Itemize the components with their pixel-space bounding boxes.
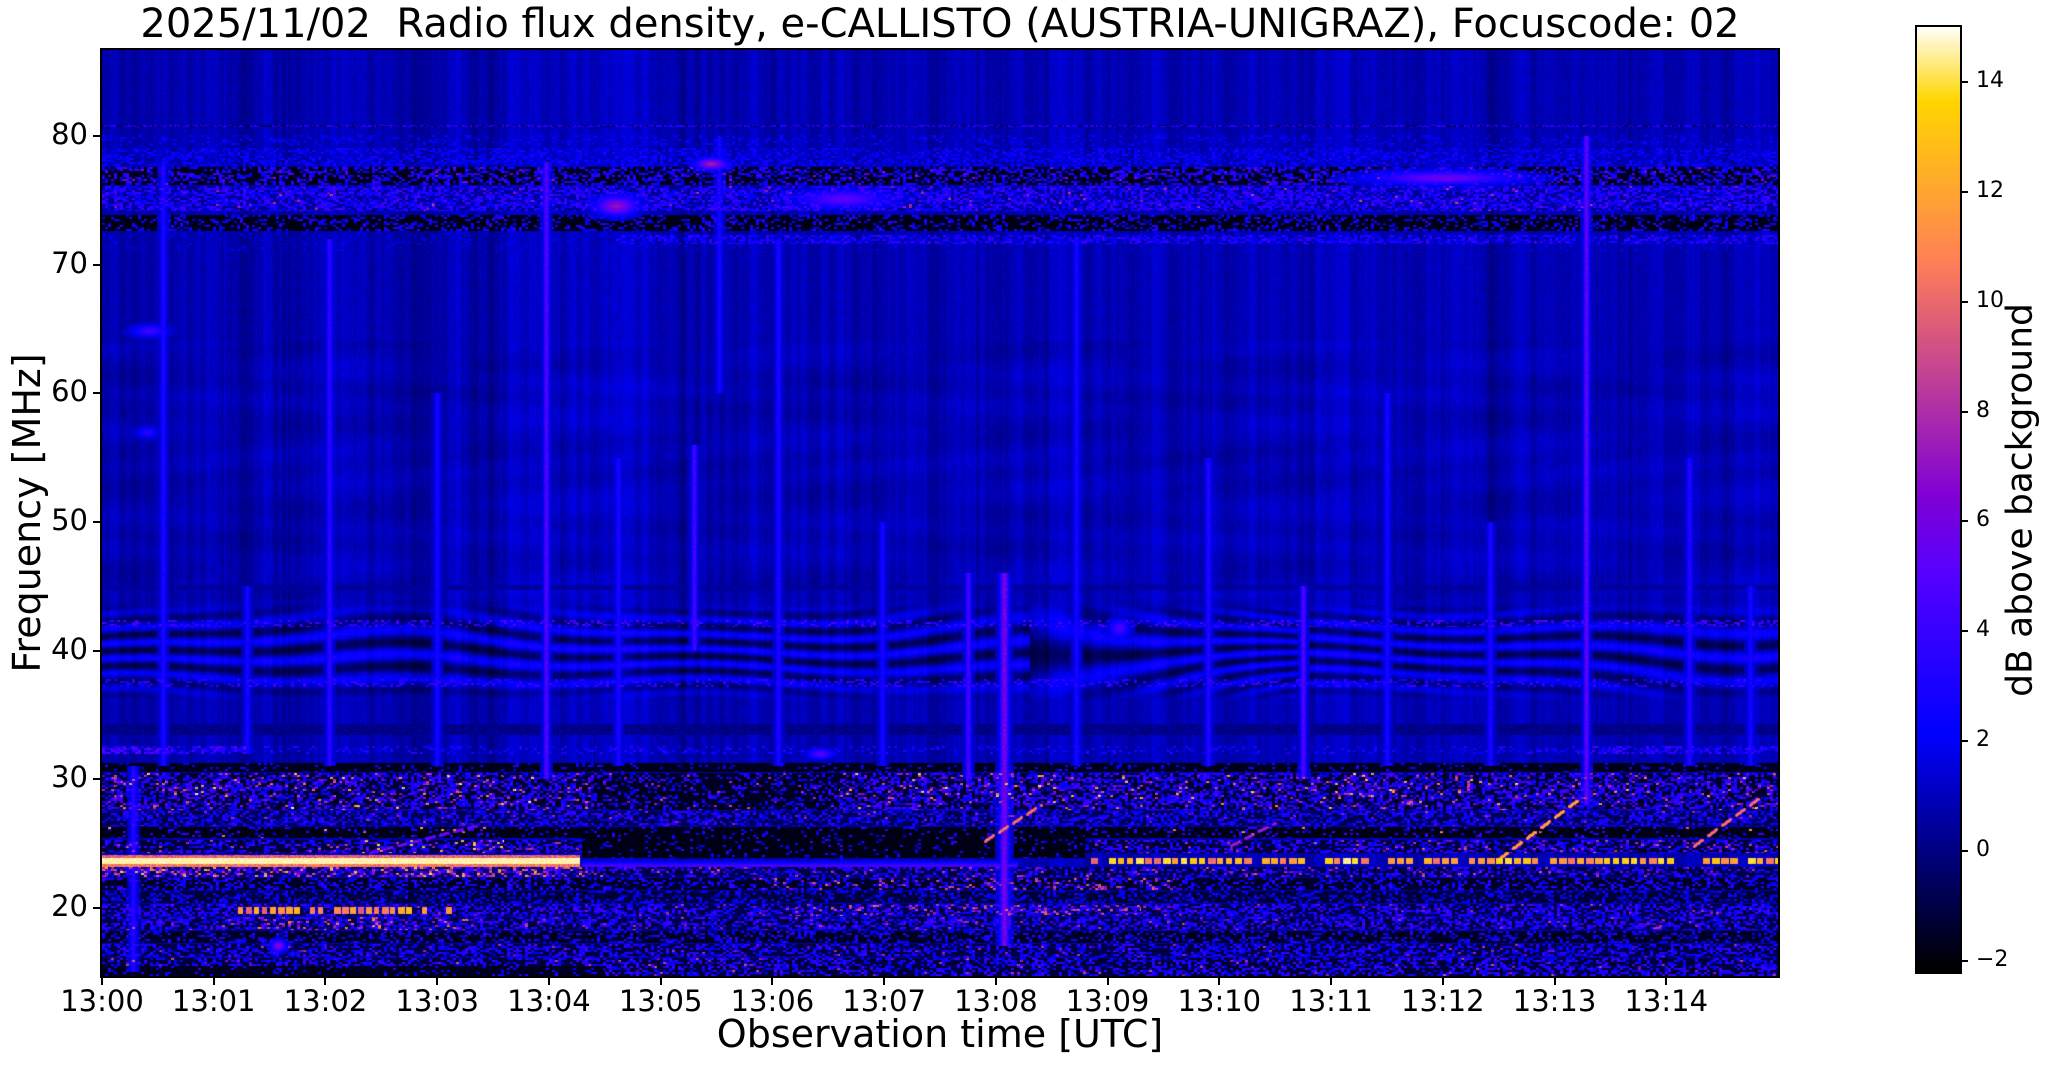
y-tick-mark	[93, 778, 102, 781]
x-tick-mark	[436, 976, 439, 985]
y-tick-label: 20	[51, 888, 88, 923]
colorbar-tick-mark	[1960, 630, 1968, 633]
x-tick-label: 13:14	[1624, 984, 1709, 1018]
x-tick-mark	[324, 976, 327, 985]
colorbar-tick-mark	[1960, 190, 1968, 193]
colorbar-tick-mark	[1960, 410, 1968, 413]
x-tick-mark	[1441, 976, 1444, 985]
y-tick-label: 40	[51, 631, 88, 666]
y-tick-mark	[93, 263, 102, 266]
x-tick-mark	[659, 976, 662, 985]
x-tick-label: 13:06	[730, 984, 815, 1018]
colorbar-tick-mark	[1960, 850, 1968, 853]
y-tick-mark	[93, 521, 102, 523]
y-tick-label: 80	[51, 117, 88, 152]
y-tick-mark	[93, 906, 102, 909]
colorbar-tick-label: 14	[1976, 67, 2004, 93]
colorbar-tick-mark	[1960, 740, 1968, 743]
x-tick-mark	[771, 976, 774, 985]
x-tick-label: 13:10	[1177, 984, 1262, 1018]
x-tick-label: 13:01	[171, 984, 256, 1018]
y-tick-mark	[93, 649, 102, 652]
y-tick-mark	[93, 135, 102, 138]
colorbar-tick-label: −2	[1976, 947, 2009, 972]
x-tick-label: 13:03	[395, 984, 479, 1018]
x-tick-label: 13:11	[1289, 984, 1373, 1018]
x-tick-label: 13:04	[507, 984, 591, 1018]
x-tick-label: 13:08	[954, 984, 1038, 1018]
x-tick-mark	[994, 976, 997, 985]
x-tick-label: 13:02	[283, 984, 368, 1018]
colorbar-tick-label: 12	[1976, 177, 2004, 203]
colorbar-tick-label: 4	[1976, 617, 1990, 643]
colorbar-tick-label: 2	[1976, 727, 1990, 753]
y-tick-label: 50	[51, 503, 88, 537]
colorbar-tick-mark	[1960, 80, 1968, 83]
x-tick-label: 13:07	[842, 984, 926, 1018]
y-tick-mark	[93, 392, 102, 395]
colorbar-tick-mark	[1960, 300, 1968, 303]
x-axis-label: Observation time [UTC]	[716, 1012, 1164, 1056]
x-tick-mark	[1665, 976, 1668, 985]
colorbar-tick-label: 0	[1976, 837, 1990, 863]
x-tick-mark	[547, 976, 550, 985]
x-tick-mark	[1553, 976, 1556, 985]
colorbar-tick-label: 8	[1976, 397, 1990, 423]
x-tick-mark	[101, 976, 103, 985]
x-tick-mark	[212, 976, 215, 985]
x-tick-mark	[883, 976, 886, 985]
colorbar-tick-mark	[1960, 520, 1968, 523]
colorbar-tick-label: 10	[1976, 287, 2004, 313]
x-tick-mark	[1330, 976, 1333, 985]
colorbar-gradient	[1917, 27, 1960, 972]
y-tick-label: 60	[51, 374, 88, 409]
colorbar-tick-label: 6	[1976, 507, 1990, 533]
x-tick-mark	[1218, 976, 1221, 985]
x-tick-label: 13:13	[1512, 984, 1597, 1018]
x-tick-label: 13:12	[1401, 984, 1485, 1018]
y-tick-label: 70	[51, 245, 88, 280]
x-tick-mark	[1106, 976, 1109, 985]
x-tick-label: 13:00	[60, 984, 144, 1018]
spectrogram-heatmap	[102, 50, 1778, 976]
x-tick-label: 13:05	[618, 984, 703, 1018]
y-tick-label: 30	[51, 760, 88, 795]
colorbar-tick-mark	[1960, 960, 1968, 962]
chart-title: 2025/11/02 Radio flux density, e-CALLIST…	[140, 1, 1740, 47]
x-tick-label: 13:09	[1065, 984, 1150, 1018]
colorbar-label: dB above background	[1999, 303, 2041, 697]
